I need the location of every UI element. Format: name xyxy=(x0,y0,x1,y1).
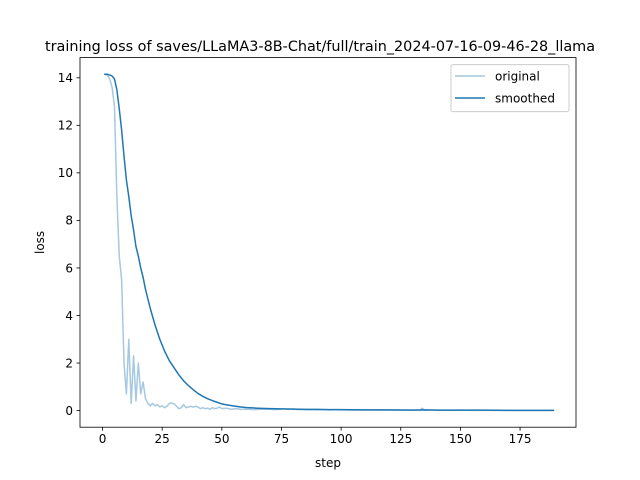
legend: original smoothed xyxy=(450,64,570,113)
x-tick-label: 175 xyxy=(509,432,532,446)
x-tick-label: 125 xyxy=(389,432,412,446)
axes-frame xyxy=(79,57,577,428)
y-tick-label: 8 xyxy=(65,214,73,228)
y-axis-ticks: 0 2 4 6 8 10 12 14 xyxy=(58,71,80,418)
x-tick-label: 50 xyxy=(214,432,229,446)
chart-title: training loss of saves/LLaMA3-8B-Chat/fu… xyxy=(45,39,595,55)
x-tick-label: 0 xyxy=(99,432,107,446)
x-axis-ticks: 0 25 50 75 100 125 150 175 xyxy=(99,427,532,446)
legend-label-original: original xyxy=(495,70,540,84)
y-tick-label: 6 xyxy=(65,261,73,275)
plot-area xyxy=(79,57,577,428)
x-tick-label: 100 xyxy=(330,432,353,446)
y-axis-label: loss xyxy=(33,231,47,254)
y-tick-label: 4 xyxy=(65,309,73,323)
y-tick-label: 10 xyxy=(58,166,73,180)
x-axis-label: step xyxy=(315,456,341,470)
series-line-smoothed xyxy=(104,73,555,412)
series-layer xyxy=(103,73,555,412)
x-tick-label: 75 xyxy=(274,432,289,446)
y-tick-label: 12 xyxy=(58,119,73,133)
y-tick-label: 2 xyxy=(65,356,73,370)
y-tick-label: 14 xyxy=(58,71,73,85)
x-tick-label: 25 xyxy=(155,432,170,446)
legend-label-smoothed: smoothed xyxy=(495,92,555,106)
x-tick-label: 150 xyxy=(449,432,472,446)
y-tick-label: 0 xyxy=(65,404,73,418)
